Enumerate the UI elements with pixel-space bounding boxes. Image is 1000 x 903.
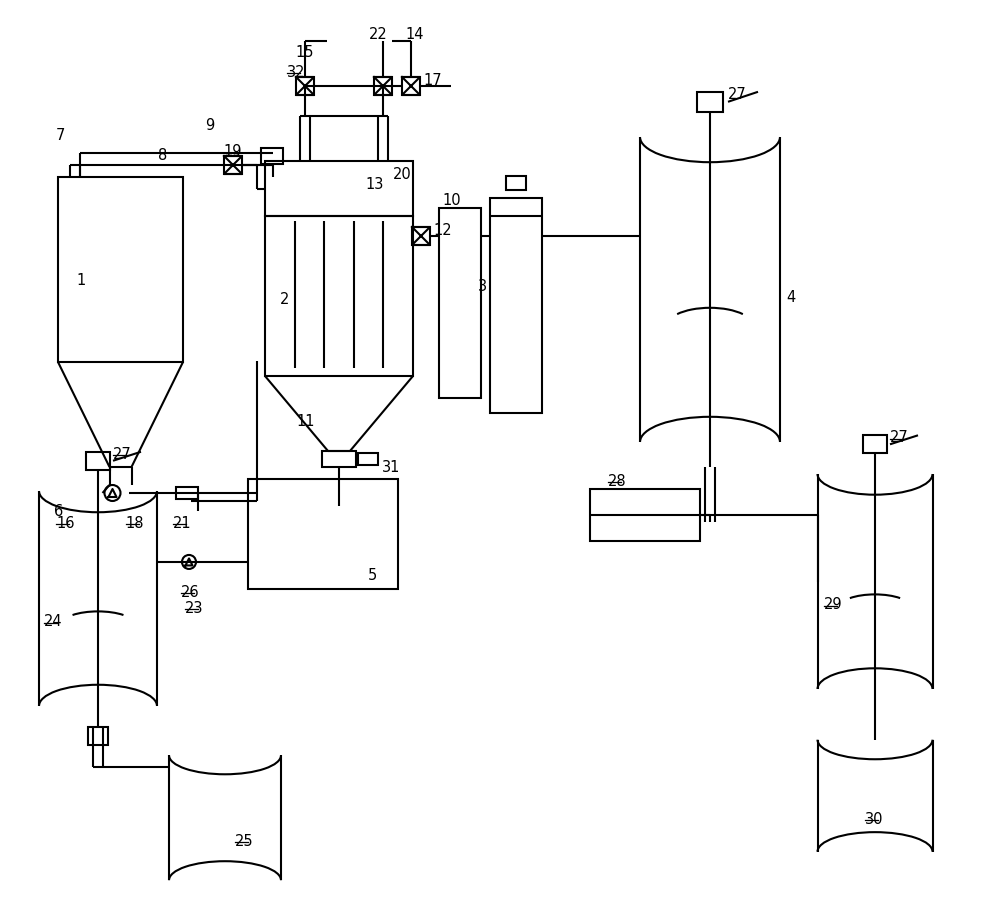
Text: 5: 5 — [368, 567, 377, 582]
Text: 27: 27 — [890, 430, 909, 445]
Text: 12: 12 — [433, 223, 452, 237]
Text: 2: 2 — [280, 292, 289, 307]
Text: 27: 27 — [113, 446, 132, 461]
Text: 22: 22 — [369, 27, 388, 42]
Bar — [248, 479, 398, 590]
Bar — [374, 78, 392, 96]
Text: 15: 15 — [295, 45, 314, 60]
Text: 20: 20 — [393, 167, 412, 182]
Text: 11: 11 — [296, 414, 315, 429]
Text: 6: 6 — [54, 504, 63, 518]
Bar — [490, 199, 542, 414]
Text: 25: 25 — [235, 833, 254, 848]
Text: 30: 30 — [865, 811, 884, 825]
Bar — [88, 728, 108, 745]
Text: 19: 19 — [223, 144, 242, 159]
Bar — [296, 78, 314, 96]
Bar — [439, 209, 481, 398]
Bar — [86, 452, 110, 470]
Text: 21: 21 — [173, 516, 191, 530]
Text: 4: 4 — [786, 290, 795, 305]
Text: 14: 14 — [405, 27, 424, 42]
Bar — [322, 452, 356, 468]
Bar — [176, 488, 198, 499]
Text: 9: 9 — [205, 118, 214, 133]
Text: 1: 1 — [76, 273, 85, 288]
Text: 3: 3 — [478, 279, 487, 293]
Bar — [265, 217, 413, 377]
Text: 16: 16 — [56, 516, 75, 530]
Text: 8: 8 — [158, 148, 167, 163]
Bar — [358, 453, 378, 465]
Text: 27: 27 — [728, 87, 747, 102]
Bar — [506, 177, 526, 191]
Bar — [590, 489, 700, 542]
Text: 26: 26 — [181, 584, 200, 600]
Text: 13: 13 — [365, 177, 383, 191]
Bar — [58, 178, 183, 363]
Text: 32: 32 — [287, 65, 306, 79]
Bar — [265, 162, 413, 217]
Bar — [224, 157, 242, 175]
Text: 10: 10 — [442, 192, 461, 208]
Text: 24: 24 — [44, 614, 63, 628]
Text: 17: 17 — [423, 73, 442, 88]
Bar — [412, 228, 430, 246]
Text: 29: 29 — [824, 597, 842, 612]
Text: 23: 23 — [185, 600, 204, 615]
Text: 18: 18 — [126, 516, 144, 530]
Bar — [402, 78, 420, 96]
Bar — [697, 93, 723, 113]
Text: 7: 7 — [56, 128, 65, 143]
Bar — [261, 149, 283, 165]
Text: 28: 28 — [608, 473, 627, 489]
Bar — [863, 436, 887, 454]
Text: 31: 31 — [382, 460, 400, 474]
